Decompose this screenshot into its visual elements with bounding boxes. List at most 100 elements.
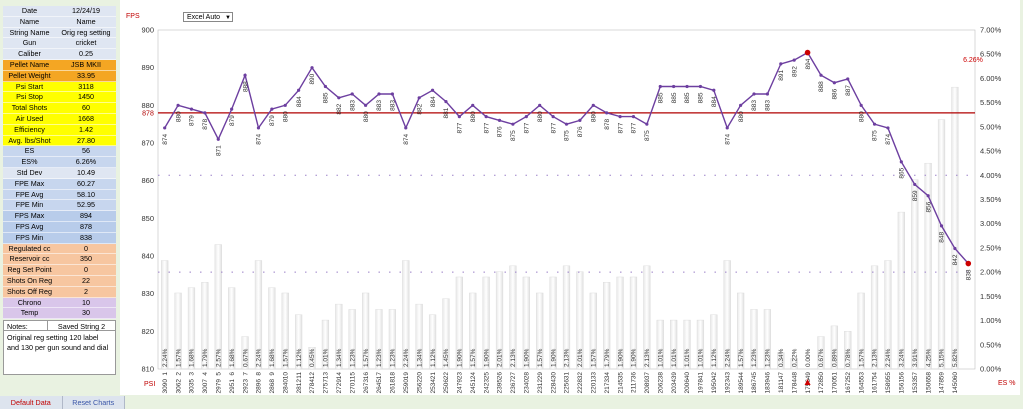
psi-label: 2506 <box>443 379 450 394</box>
fps-point <box>779 62 783 66</box>
es-pct-label: 1.23% <box>390 348 397 367</box>
fps-point <box>404 126 408 130</box>
stat-value: 27.80 <box>77 135 95 145</box>
fps-data-label: 883 <box>390 100 397 111</box>
es-bar <box>670 319 678 370</box>
stat-row: FPS Max 894 <box>3 211 116 222</box>
fps-point <box>203 111 207 115</box>
psi-label: 2757 <box>323 379 330 394</box>
shot-number-label: 43 <box>724 372 731 380</box>
es-pct-label: 1.90% <box>524 348 531 367</box>
es-bar <box>750 309 758 370</box>
stat-value: 60.27 <box>77 178 95 188</box>
es-pct-label: 1.68% <box>229 348 236 367</box>
stat-label: ES% <box>21 157 38 167</box>
shot-number-label: 18 <box>390 372 397 380</box>
es-bar <box>428 314 437 370</box>
psi-label: 1756 <box>805 379 812 394</box>
stat-row: Air Used 1668 <box>3 113 116 125</box>
stat-label: FPE Max <box>14 178 45 188</box>
reset-charts-button[interactable]: Reset Charts <box>63 396 125 409</box>
shot-number-label: 23 <box>457 372 464 380</box>
shot-number-label: 19 <box>403 372 410 380</box>
psi-label: 1478 <box>939 379 946 394</box>
y2-tick-label: 4.00% <box>980 171 1002 180</box>
stat-row: Psi Stop 1450 <box>3 92 116 104</box>
y2-tick-label: 5.00% <box>980 122 1002 131</box>
shot-number-label: 6 <box>229 372 236 376</box>
stat-value: 56 <box>82 146 90 156</box>
es-bar <box>335 303 343 370</box>
psi-label: 2117 <box>631 379 638 393</box>
shot-number-label: 57 <box>912 372 919 380</box>
es-pct-label: 2.24% <box>403 348 410 367</box>
fps-point <box>672 84 676 89</box>
stat-row: Avg. lbs/Shot 27.80 <box>3 135 116 147</box>
fps-point <box>859 103 863 107</box>
psi-label: 1895 <box>738 379 745 394</box>
fps-point <box>230 107 234 111</box>
fps-point <box>390 92 394 96</box>
psi-label: 2228 <box>577 379 584 394</box>
y2-tick-label: 6.00% <box>980 74 1002 83</box>
es-bar <box>589 292 597 370</box>
es-pct-label: 1.57% <box>363 348 370 367</box>
stat-value: 22 <box>82 275 90 285</box>
fps-data-label: 879 <box>229 115 236 126</box>
notes-text[interactable]: Original reg setting 120 label and 130 p… <box>3 331 116 376</box>
psi-label: 1978 <box>698 379 705 394</box>
es-bar <box>683 319 691 370</box>
es-bar <box>402 260 410 370</box>
psi-label: 2534 <box>430 379 437 394</box>
fps-data-label: 880 <box>470 111 477 122</box>
es-pct-label: 1.90% <box>631 348 638 367</box>
stat-row: Shots Off Reg 2 <box>3 286 116 298</box>
shot-number-label: 27 <box>510 372 517 380</box>
shot-number-label: 12 <box>309 372 316 380</box>
fps-data-label: 881 <box>443 107 450 118</box>
psi-label: 1811 <box>778 379 785 393</box>
default-data-button[interactable]: Default Data <box>0 396 63 409</box>
stat-row: Reg Set Point 0 <box>3 265 116 276</box>
stat-label: Air Used <box>15 113 44 123</box>
scale-dropdown[interactable]: Excel Auto ▼ <box>183 12 233 22</box>
es-bar <box>870 265 879 370</box>
psi-label: 2256 <box>564 379 571 394</box>
shot-number-label: 36 <box>631 372 638 380</box>
y-tick-label: 870 <box>141 139 154 148</box>
fps-point <box>712 88 716 92</box>
fps-point <box>163 126 167 130</box>
shot-number-label: 32 <box>577 372 584 380</box>
fps-point <box>618 115 622 119</box>
psi-label: 3007 <box>202 379 209 394</box>
es-pct-label: 1.23% <box>765 348 772 367</box>
stat-value: 52.95 <box>77 200 95 210</box>
es-bar <box>442 298 450 370</box>
psi-label: 1533 <box>912 379 919 394</box>
es-bar <box>281 292 289 370</box>
es-pct-label: 2.13% <box>510 348 517 367</box>
stat-value: 30 <box>82 308 90 318</box>
es-pct-label: 1.90% <box>617 348 624 367</box>
fps-point <box>430 88 435 92</box>
psi-label: 3090 <box>162 379 169 394</box>
stat-row: FPE Avg 58.10 <box>3 189 116 201</box>
es-bar <box>629 276 638 370</box>
es-pct-label: 2.13% <box>644 348 651 367</box>
fps-point <box>645 122 649 126</box>
es-pct-label: 1.12% <box>711 348 718 367</box>
es-pct-label: 0.67% <box>242 348 249 367</box>
stat-row: FPS Avg 878 <box>3 221 116 233</box>
es-bar <box>790 358 798 370</box>
es-pct-label: 5.15% <box>939 348 946 367</box>
stat-row: ES% 6.26% <box>3 157 116 168</box>
fps-data-label: 875 <box>510 130 517 141</box>
es-bar <box>214 244 222 370</box>
psi-label: 1923 <box>724 379 731 394</box>
es-pct-label: 1.34% <box>416 348 423 367</box>
stat-value: JSB MKII <box>71 59 101 69</box>
psi-label: 2784 <box>309 379 316 394</box>
es-pct-label: 0.00% <box>805 348 812 367</box>
psi-label: 2729 <box>336 379 343 394</box>
scale-dropdown-value: Excel Auto <box>187 14 221 21</box>
